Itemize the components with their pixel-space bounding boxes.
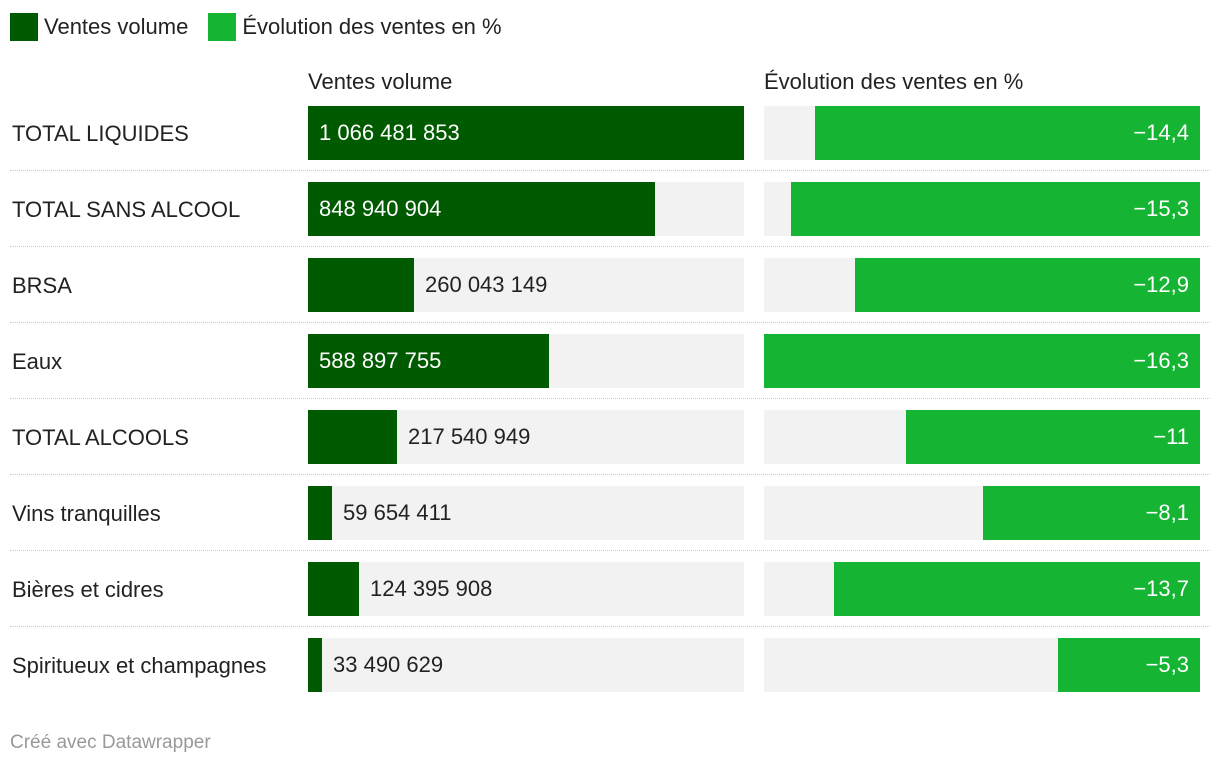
volume-bar-track: 588 897 755: [308, 334, 744, 388]
volume-value-label: 848 940 904: [319, 196, 442, 221]
evolution-bar-track: −8,1: [764, 486, 1200, 540]
table-row: TOTAL SANS ALCOOL 848 940 904 −15,3: [0, 172, 1220, 248]
evolution-bar: [855, 258, 1200, 312]
row-label: TOTAL SANS ALCOOL: [12, 197, 241, 222]
volume-bar-track: 260 043 149: [308, 258, 744, 312]
row-label: BRSA: [12, 273, 72, 298]
evolution-bar-track: −14,4: [764, 106, 1200, 160]
row-divider: [10, 550, 1210, 551]
legend-item-volume: Ventes volume: [10, 13, 188, 41]
column-header-evolution: Évolution des ventes en %: [764, 69, 1024, 94]
evolution-bar: [764, 334, 1200, 388]
evolution-value-label: −8,1: [1145, 500, 1189, 525]
legend-swatch-volume: [10, 13, 38, 41]
volume-bar: [308, 258, 414, 312]
volume-value-label: 1 066 481 853: [319, 120, 460, 145]
evolution-bar-track: −13,7: [764, 562, 1200, 616]
evolution-bar-track: −12,9: [764, 258, 1200, 312]
legend-item-evolution: Évolution des ventes en %: [208, 13, 502, 41]
footer-credit: Créé avec Datawrapper: [10, 732, 211, 753]
row-label: Spiritueux et champagnes: [12, 653, 267, 678]
evolution-bar: [791, 182, 1200, 236]
volume-bar: [308, 182, 655, 236]
volume-bar: [308, 334, 549, 388]
evolution-bar: [906, 410, 1200, 464]
row-divider: [10, 398, 1210, 399]
table-row: Spiritueux et champagnes 33 490 629 −5,3: [0, 628, 1220, 704]
legend: Ventes volume Évolution des ventes en %: [10, 12, 522, 42]
table-row: TOTAL ALCOOLS 217 540 949 −11: [0, 400, 1220, 476]
evolution-value-label: −11: [1153, 424, 1189, 449]
legend-label-evolution: Évolution des ventes en %: [242, 14, 502, 39]
evolution-bar: [815, 106, 1200, 160]
row-divider: [10, 474, 1210, 475]
table-row: Eaux 588 897 755 −16,3: [0, 324, 1220, 400]
volume-bar: [308, 410, 397, 464]
volume-value-label: 33 490 629: [333, 652, 444, 677]
column-header-volume: Ventes volume: [308, 69, 453, 94]
legend-label-volume: Ventes volume: [44, 14, 189, 39]
row-label: Bières et cidres: [12, 577, 164, 602]
evolution-value-label: −5,3: [1145, 652, 1189, 677]
row-label: TOTAL LIQUIDES: [12, 121, 189, 146]
legend-swatch-evolution: [208, 13, 237, 41]
evolution-bar: [983, 486, 1200, 540]
table-row: Bières et cidres 124 395 908 −13,7: [0, 552, 1220, 628]
volume-bar: [308, 486, 332, 540]
row-divider: [10, 170, 1210, 171]
volume-bar: [308, 562, 359, 616]
volume-bar-track: 59 654 411: [308, 486, 744, 540]
volume-value-label: 260 043 149: [425, 272, 548, 297]
row-divider: [10, 626, 1210, 627]
table-row: TOTAL LIQUIDES 1 066 481 853 −14,4: [0, 96, 1220, 172]
evolution-bar: [834, 562, 1200, 616]
volume-value-label: 124 395 908: [370, 576, 493, 601]
row-divider: [10, 322, 1210, 323]
evolution-value-label: −16,3: [1133, 348, 1189, 373]
volume-bar-track: 33 490 629: [308, 638, 744, 692]
row-label: TOTAL ALCOOLS: [12, 425, 189, 450]
evolution-bar-track: −11: [764, 410, 1200, 464]
volume-value-label: 588 897 755: [319, 348, 442, 373]
volume-bar-track: 217 540 949: [308, 410, 744, 464]
table-row: Vins tranquilles 59 654 411 −8,1: [0, 476, 1220, 552]
volume-bar: [308, 106, 744, 160]
evolution-bar-track: −5,3: [764, 638, 1200, 692]
row-label: Vins tranquilles: [12, 501, 161, 526]
evolution-value-label: −12,9: [1133, 272, 1189, 297]
volume-value-label: 59 654 411: [343, 500, 452, 525]
evolution-bar-track: −16,3: [764, 334, 1200, 388]
volume-bar-track: 1 066 481 853: [308, 106, 744, 160]
volume-bar: [308, 638, 322, 692]
volume-value-label: 217 540 949: [408, 424, 531, 449]
evolution-value-label: −15,3: [1133, 196, 1189, 221]
evolution-bar-track: −15,3: [764, 182, 1200, 236]
evolution-bar: [1058, 638, 1200, 692]
evolution-value-label: −14,4: [1133, 120, 1189, 145]
row-label: Eaux: [12, 349, 63, 374]
table-row: BRSA 260 043 149 −12,9: [0, 248, 1220, 324]
volume-bar-track: 124 395 908: [308, 562, 744, 616]
row-divider: [10, 246, 1210, 247]
volume-bar-track: 848 940 904: [308, 182, 744, 236]
evolution-value-label: −13,7: [1133, 576, 1189, 601]
